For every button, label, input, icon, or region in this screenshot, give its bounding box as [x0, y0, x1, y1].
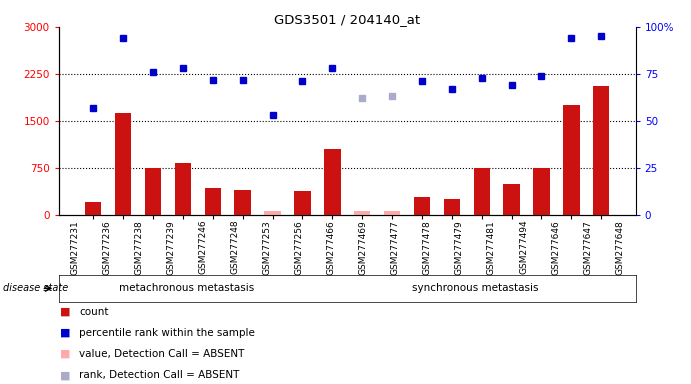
Text: GSM277253: GSM277253 — [263, 220, 272, 275]
Bar — [444, 199, 460, 215]
Text: ■: ■ — [60, 370, 71, 380]
Bar — [324, 149, 341, 215]
Bar — [264, 211, 281, 215]
Text: synchronous metastasis: synchronous metastasis — [413, 283, 539, 293]
Bar — [234, 190, 251, 215]
Text: GSM277256: GSM277256 — [294, 220, 303, 275]
Text: GSM277494: GSM277494 — [519, 220, 528, 275]
Bar — [175, 163, 191, 215]
Bar — [414, 197, 430, 215]
Text: GSM277239: GSM277239 — [167, 220, 176, 275]
Text: GSM277466: GSM277466 — [327, 220, 336, 275]
Text: GSM277238: GSM277238 — [134, 220, 143, 275]
Text: GSM277469: GSM277469 — [359, 220, 368, 275]
Title: GDS3501 / 204140_at: GDS3501 / 204140_at — [274, 13, 420, 26]
Text: GSM277246: GSM277246 — [198, 220, 207, 275]
Bar — [205, 188, 221, 215]
Text: metachronous metastasis: metachronous metastasis — [120, 283, 254, 293]
Text: rank, Detection Call = ABSENT: rank, Detection Call = ABSENT — [79, 370, 240, 380]
Text: GSM277479: GSM277479 — [455, 220, 464, 275]
Bar — [115, 113, 131, 215]
Text: percentile rank within the sample: percentile rank within the sample — [79, 328, 256, 338]
Text: GSM277236: GSM277236 — [102, 220, 111, 275]
Text: count: count — [79, 307, 109, 317]
Bar — [473, 168, 490, 215]
Text: GSM277231: GSM277231 — [70, 220, 79, 275]
Text: ■: ■ — [60, 328, 71, 338]
Bar — [354, 211, 370, 215]
Text: ■: ■ — [60, 307, 71, 317]
Bar — [144, 168, 161, 215]
Bar — [563, 105, 580, 215]
Bar — [85, 202, 102, 215]
Bar — [384, 211, 400, 215]
Text: value, Detection Call = ABSENT: value, Detection Call = ABSENT — [79, 349, 245, 359]
Text: GSM277481: GSM277481 — [487, 220, 496, 275]
Text: GSM277248: GSM277248 — [231, 220, 240, 275]
Bar — [294, 191, 311, 215]
Bar — [593, 86, 609, 215]
Text: GSM277477: GSM277477 — [391, 220, 400, 275]
Text: GSM277646: GSM277646 — [551, 220, 560, 275]
Text: ■: ■ — [60, 349, 71, 359]
Bar — [533, 168, 550, 215]
Bar — [503, 184, 520, 215]
Text: disease state: disease state — [3, 283, 68, 293]
Text: GSM277648: GSM277648 — [615, 220, 624, 275]
Text: GSM277478: GSM277478 — [423, 220, 432, 275]
Text: GSM277647: GSM277647 — [583, 220, 592, 275]
